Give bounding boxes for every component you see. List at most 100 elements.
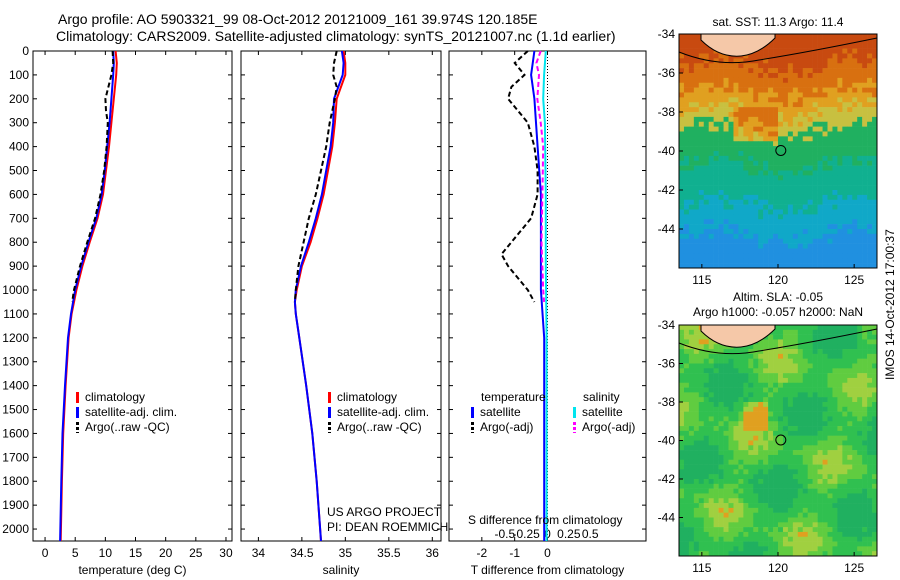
- heatmap-cell: [822, 204, 828, 210]
- heatmap-cell: [862, 253, 868, 259]
- heatmap-cell: [753, 397, 759, 403]
- heatmap-cell: [703, 155, 709, 162]
- heatmap-cell: [812, 469, 818, 475]
- heatmap-cell: [827, 170, 833, 176]
- heatmap-cell: [837, 141, 843, 147]
- heatmap-cell: [753, 194, 759, 201]
- heatmap-cell: [763, 87, 769, 93]
- heatmap-cell: [718, 214, 724, 220]
- heatmap-cell: [812, 146, 818, 152]
- heatmap-cell: [792, 397, 799, 403]
- heatmap-cell: [832, 224, 838, 230]
- heatmap-cell: [827, 421, 833, 427]
- heatmap-cell: [728, 160, 734, 166]
- heatmap-cell: [797, 121, 804, 127]
- heatmap-cell: [698, 498, 705, 504]
- heatmap-cell: [802, 121, 808, 127]
- heatmap-cell: [807, 382, 813, 388]
- heatmap-cell: [852, 102, 858, 108]
- heatmap-cell: [713, 170, 719, 176]
- heatmap-cell: [688, 82, 695, 88]
- heatmap-cell: [872, 474, 878, 480]
- heatmap-cell: [703, 73, 709, 79]
- heatmap-cell: [768, 58, 774, 64]
- heatmap-cell: [688, 325, 695, 331]
- heatmap-cell: [703, 459, 709, 465]
- heatmap-cell: [743, 416, 749, 422]
- heatmap-cell: [787, 527, 794, 533]
- heatmap-cell: [827, 126, 833, 132]
- heatmap-cell: [723, 363, 729, 369]
- heatmap-cell: [688, 498, 695, 504]
- heatmap-cell: [758, 92, 764, 98]
- depth-tick-label: 1700: [2, 450, 29, 464]
- heatmap-cell: [753, 97, 759, 103]
- heatmap-cell: [872, 411, 878, 417]
- heatmap-cell: [679, 402, 685, 408]
- heatmap-cell: [862, 233, 868, 240]
- heatmap-cell: [778, 507, 784, 513]
- heatmap-cell: [743, 382, 749, 388]
- heatmap-cell: [872, 73, 878, 79]
- heatmap-cell: [802, 229, 808, 235]
- heatmap-cell: [738, 63, 744, 69]
- heatmap-cell: [733, 498, 739, 504]
- heatmap-cell: [688, 536, 695, 542]
- heatmap-cell: [812, 493, 818, 499]
- heatmap-cell: [787, 498, 794, 504]
- heatmap-cell: [688, 199, 695, 205]
- heatmap-cell: [723, 97, 729, 103]
- heatmap-cell: [827, 450, 833, 456]
- heatmap-cell: [807, 541, 813, 547]
- heatmap-cell: [708, 488, 714, 494]
- heatmap-cell: [693, 112, 700, 118]
- heatmap-cell: [817, 546, 823, 552]
- heatmap-cell: [778, 43, 784, 49]
- heatmap-cell: [768, 121, 774, 127]
- heatmap-cell: [837, 151, 843, 157]
- heatmap-cell: [867, 402, 873, 408]
- heatmap-cell: [753, 121, 759, 127]
- map-y-tick-label: -42: [658, 183, 676, 197]
- heatmap-cell: [827, 551, 833, 557]
- heatmap-cell: [738, 82, 744, 88]
- heatmap-cell: [728, 73, 734, 79]
- heatmap-cell: [817, 146, 823, 152]
- heatmap-cell: [728, 141, 734, 147]
- heatmap-cell: [733, 382, 739, 388]
- heatmap-cell: [703, 353, 709, 359]
- heatmap-cell: [703, 141, 709, 147]
- heatmap-cell: [728, 165, 734, 171]
- heatmap-cell: [778, 160, 784, 166]
- heatmap-cell: [857, 243, 863, 249]
- heatmap-cell: [763, 387, 769, 393]
- heatmap-cell: [802, 541, 808, 547]
- heatmap-cell: [718, 58, 724, 64]
- heatmap-cell: [758, 445, 764, 451]
- heatmap-cell: [867, 253, 873, 259]
- heatmap-cell: [728, 517, 734, 523]
- heatmap-cell: [817, 373, 823, 379]
- heatmap-cell: [703, 224, 709, 230]
- heatmap-cell: [703, 536, 709, 542]
- heatmap-cell: [872, 258, 878, 264]
- heatmap-cell: [812, 43, 818, 49]
- heatmap-cell: [718, 445, 724, 451]
- heatmap-cell: [748, 160, 754, 166]
- heatmap-cell: [703, 180, 709, 186]
- heatmap-cell: [837, 541, 843, 547]
- heatmap-cell: [837, 185, 843, 191]
- sst-map-title: sat. SST: 11.3 Argo: 11.4: [712, 15, 844, 29]
- heatmap-cell: [773, 63, 779, 69]
- heatmap-cell: [718, 373, 724, 379]
- heatmap-cell: [679, 353, 685, 359]
- heatmap-cell: [758, 483, 764, 489]
- heatmap-cell: [733, 229, 739, 235]
- heatmap-cell: [812, 426, 818, 432]
- heatmap-cell: [743, 131, 749, 137]
- heatmap-cell: [807, 474, 813, 480]
- heatmap-cell: [683, 233, 690, 240]
- heatmap-cell: [713, 483, 719, 489]
- heatmap-cell: [792, 248, 799, 254]
- heatmap-cell: [688, 507, 695, 513]
